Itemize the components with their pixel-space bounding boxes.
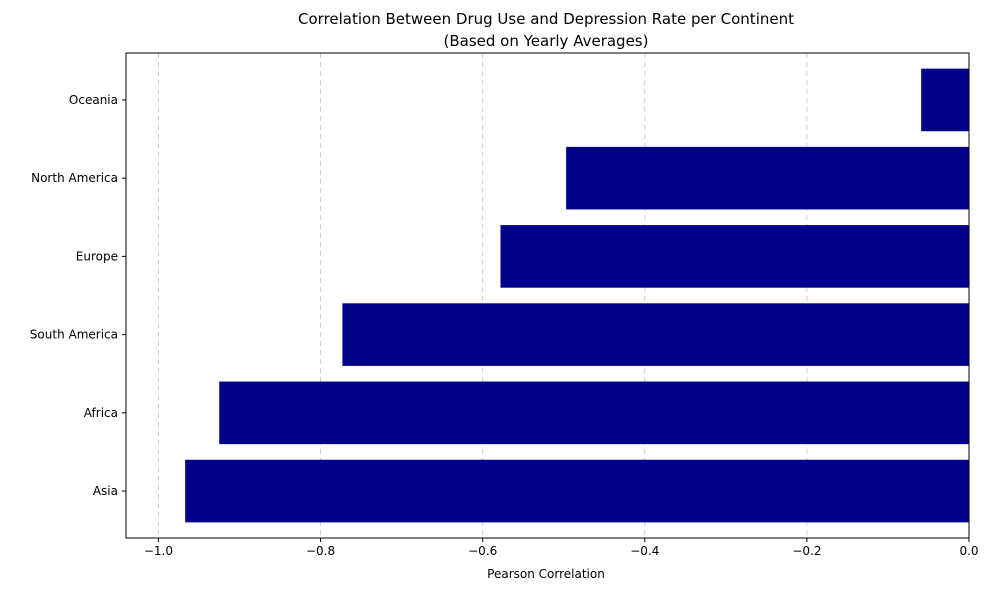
bar-oceania (921, 68, 969, 132)
y-tick-label: Africa (84, 406, 118, 420)
bar-asia (185, 459, 969, 523)
y-tick-label: South America (30, 328, 118, 342)
y-axis: Asia Africa South America Europe North Ameri… (30, 93, 126, 498)
x-tick-label: −0.6 (468, 544, 497, 558)
x-tick-label: −1.0 (144, 544, 173, 558)
bar-europe (500, 225, 969, 288)
y-tick-label: North America (31, 171, 118, 185)
x-axis: −1.0 −0.8 −0.6 −0.4 −0.2 0.0 (144, 538, 979, 558)
plot-frame (125, 52, 970, 539)
x-tick-label: 0.0 (959, 544, 978, 558)
x-tick-label: −0.2 (792, 544, 821, 558)
x-tick-label: −0.8 (306, 544, 335, 558)
bar-north-america (566, 146, 969, 210)
y-tick-label: Europe (76, 249, 118, 263)
chart-title: Correlation Between Drug Use and Depress… (298, 10, 794, 28)
x-tick-label: −0.4 (630, 544, 659, 558)
x-axis-label: Pearson Correlation (487, 567, 605, 581)
y-tick-label: Asia (93, 484, 118, 498)
bar-africa (219, 381, 970, 445)
chart-subtitle: (Based on Yearly Averages) (444, 32, 649, 50)
bar-south-america (342, 303, 969, 366)
y-tick-label: Oceania (69, 93, 118, 107)
bars (185, 68, 970, 523)
